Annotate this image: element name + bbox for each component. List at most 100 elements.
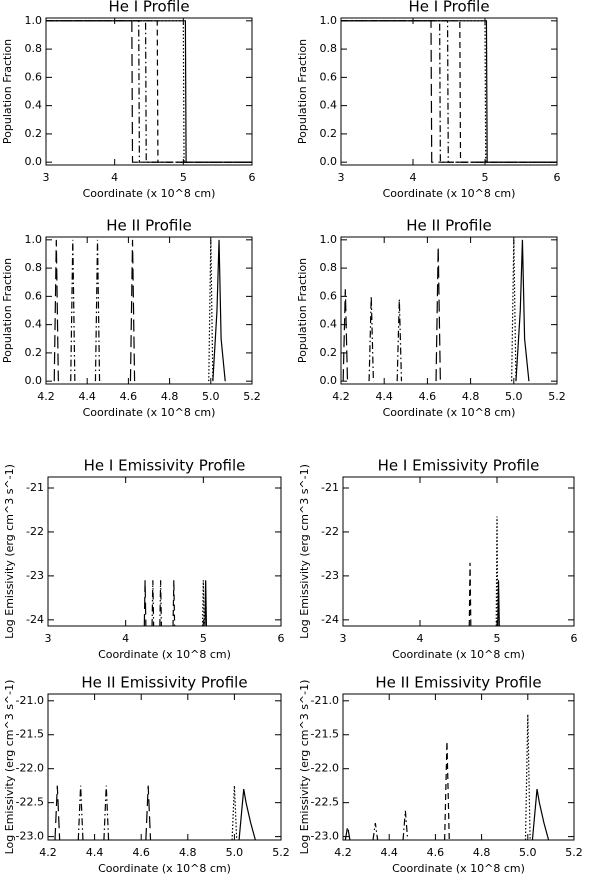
data-line (511, 239, 517, 382)
chart-title: He II Profile (406, 217, 492, 235)
y-tick-label: 0.8 (320, 261, 338, 274)
data-line (46, 20, 252, 163)
y-tick-label: -21.0 (16, 694, 44, 707)
y-tick-label: -21.5 (311, 728, 339, 741)
y-tick-label: -21.0 (311, 694, 339, 707)
y-tick-label: 0.0 (25, 374, 43, 387)
data-line (341, 20, 557, 163)
y-tick-label: 0.4 (320, 99, 338, 112)
chart-title: He II Emissivity Profile (375, 674, 541, 692)
x-tick-label: 3 (45, 632, 52, 645)
x-tick-label: 4.6 (120, 390, 138, 403)
plot-frame (340, 17, 558, 166)
panel: He II Emissivity Profile Coordinate (x 10… (298, 674, 583, 876)
x-tick-label: 4.4 (375, 390, 393, 403)
data-line (495, 516, 499, 627)
y-tick-label: 0.4 (320, 318, 338, 331)
data-line (372, 822, 379, 841)
panel: He II Profile Coordinate (x 10^8 cm) Popul… (296, 217, 566, 420)
y-tick-label: -23.0 (16, 830, 44, 843)
data-line (344, 826, 351, 841)
y-tick-label: 0.8 (25, 261, 43, 274)
y-tick-label: 0.6 (320, 70, 338, 83)
y-tick-label: -23.0 (311, 830, 339, 843)
data-line (201, 580, 205, 627)
x-tick-label: 4.2 (37, 390, 55, 403)
data-line (497, 580, 500, 627)
y-tick-label: 0.6 (320, 289, 338, 302)
x-axis-label: Coordinate (x 10^8 cm) (392, 648, 525, 661)
y-axis-label: Log Emissivity (erg cm^3 s^-1) (298, 464, 311, 639)
y-tick-label: -21 (321, 481, 339, 494)
data-line (159, 580, 162, 627)
x-axis-label: Coordinate (x 10^8 cm) (383, 187, 516, 200)
data-line (70, 239, 76, 382)
y-tick-label: -22.5 (311, 796, 339, 809)
data-line (341, 20, 557, 163)
chart-title: He I Emissivity Profile (378, 457, 540, 475)
data-line (342, 289, 349, 382)
y-tick-label: 0.0 (320, 155, 338, 168)
y-tick-label: -23 (26, 569, 44, 582)
data-line (341, 20, 557, 163)
plot-frame (45, 17, 253, 166)
x-axis-label: Coordinate (x 10^8 cm) (383, 406, 516, 419)
x-tick-label: 4 (122, 632, 129, 645)
y-tick-label: 1.0 (25, 233, 43, 246)
data-line (468, 562, 472, 627)
chart-title: He II Emissivity Profile (81, 674, 247, 692)
data-line (46, 20, 252, 163)
x-axis-label: Coordinate (x 10^8 cm) (83, 187, 216, 200)
x-tick-label: 5.0 (226, 846, 244, 859)
x-tick-label: 4.2 (39, 846, 57, 859)
panel: He I Emissivity Profile Coordinate (x 10^… (298, 457, 578, 662)
y-tick-label: 0.0 (25, 155, 43, 168)
data-line (341, 20, 557, 163)
y-tick-label: 0.6 (25, 289, 43, 302)
data-line (204, 580, 208, 627)
y-axis-label: Population Fraction (1, 258, 14, 363)
x-tick-label: 4.6 (427, 846, 445, 859)
chart-title: He I Profile (408, 0, 489, 16)
panel: He I Emissivity Profile Coordinate (x 10^… (3, 457, 285, 662)
x-tick-label: 4.8 (179, 846, 197, 859)
data-line (435, 246, 441, 382)
x-tick-label: 6 (571, 632, 578, 645)
data-line (46, 20, 252, 163)
y-tick-label: -21.5 (16, 728, 44, 741)
plot-frame (45, 236, 253, 385)
plot-frame (342, 693, 575, 841)
x-tick-label: 4 (111, 171, 118, 184)
y-tick-label: 0.2 (25, 127, 43, 140)
y-axis-label: Log Emissivity (erg cm^3 s^-1) (3, 680, 16, 855)
chart-title: He I Emissivity Profile (84, 457, 246, 475)
x-tick-label: 3 (340, 632, 347, 645)
x-axis-label: Coordinate (x 10^8 cm) (83, 406, 216, 419)
x-axis-label: Coordinate (x 10^8 cm) (98, 862, 231, 875)
y-axis-label: Log Emissivity (erg cm^3 s^-1) (3, 464, 16, 639)
x-tick-label: 4.6 (419, 390, 437, 403)
data-line (444, 741, 450, 841)
x-tick-label: 4.2 (334, 846, 352, 859)
x-tick-label: 5 (200, 632, 207, 645)
x-tick-label: 5.2 (272, 846, 290, 859)
data-line (46, 20, 252, 163)
x-axis-label: Coordinate (x 10^8 cm) (392, 862, 525, 875)
x-tick-label: 4 (410, 171, 417, 184)
y-tick-label: 0.2 (320, 346, 338, 359)
x-tick-label: 4.8 (462, 390, 480, 403)
y-axis-label: Log Emissivity (erg cm^3 s^-1) (298, 680, 311, 855)
y-tick-label: 1.0 (320, 233, 338, 246)
y-tick-label: -21 (26, 481, 44, 494)
x-tick-label: 4.6 (132, 846, 150, 859)
plot-frame (342, 476, 575, 627)
data-line (402, 810, 409, 841)
y-tick-label: -23 (321, 569, 339, 582)
x-tick-label: 5.0 (202, 390, 220, 403)
y-tick-label: -22.5 (16, 796, 44, 809)
x-tick-label: 4.2 (332, 390, 350, 403)
y-tick-label: 0.2 (25, 346, 43, 359)
y-tick-label: 0.2 (320, 127, 338, 140)
x-tick-label: 5.0 (505, 390, 523, 403)
